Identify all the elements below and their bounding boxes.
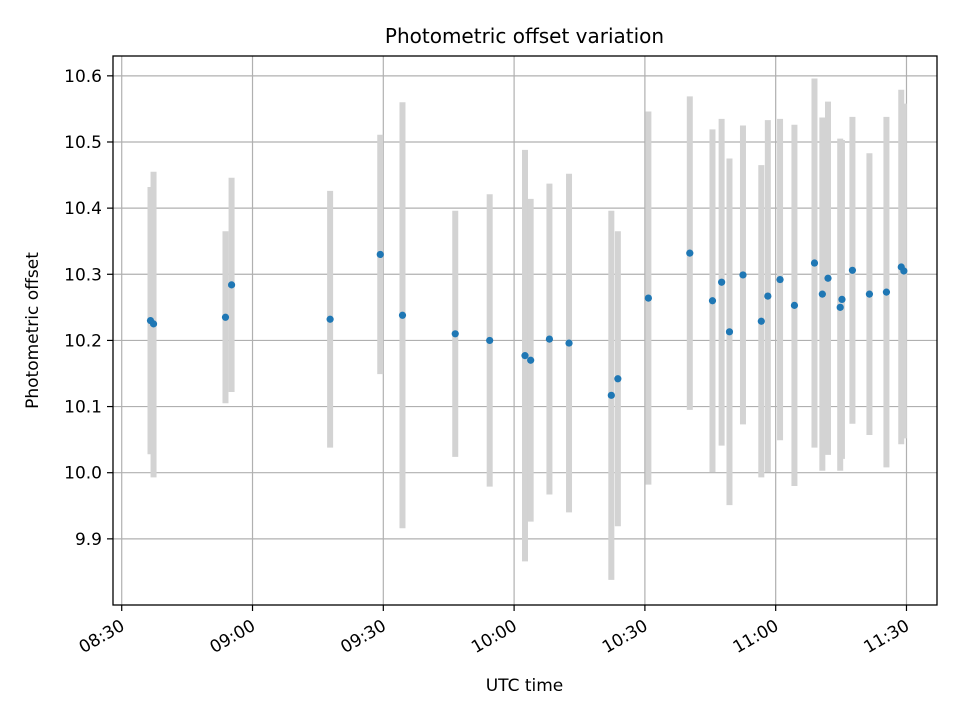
y-tick-label: 10.2: [64, 331, 102, 351]
data-point: [824, 274, 832, 282]
y-axis-label: Photometric offset: [23, 252, 43, 409]
y-tick-label: 10.0: [64, 464, 102, 484]
data-point: [376, 250, 384, 259]
y-tick-label: 10.1: [64, 398, 102, 418]
data-point: [149, 320, 158, 328]
x-tick-label: 09:30: [337, 616, 389, 658]
data-point: [686, 249, 694, 257]
data-point: [764, 292, 772, 300]
data-point: [776, 275, 784, 284]
data-point: [486, 336, 494, 345]
data-point: [838, 295, 846, 304]
data-point: [398, 311, 407, 319]
x-tick-label: 11:30: [861, 616, 913, 658]
x-tick-label: 10:30: [599, 616, 651, 658]
data-point: [900, 267, 908, 275]
data-point: [227, 281, 236, 289]
data-point: [848, 266, 857, 274]
data-point: [221, 313, 230, 321]
data-point: [607, 391, 615, 399]
data-point: [757, 317, 765, 325]
x-tick-label: 08:30: [76, 616, 128, 658]
plot-frame: [112, 55, 938, 606]
x-tick-label: 11:00: [730, 616, 782, 658]
y-tick-label: 10.4: [64, 199, 102, 219]
data-point: [818, 290, 826, 298]
data-point: [725, 328, 734, 336]
x-axis: 08:30 09:00 09:30 10:00 10:30 11:00 11:30: [76, 605, 913, 658]
x-tick-label: 09:00: [207, 616, 259, 658]
data-point: [865, 290, 874, 298]
error-bars: [147, 78, 907, 580]
data-point: [451, 330, 459, 338]
data-point: [810, 259, 819, 267]
y-tick-label: 9.9: [75, 530, 102, 550]
data-point: [836, 303, 844, 311]
chart-title: Photometric offset variation: [385, 24, 664, 48]
y-tick-label: 10.3: [64, 265, 102, 285]
data-point: [326, 315, 334, 323]
data-points: [146, 249, 908, 399]
x-axis-label: UTC time: [486, 676, 564, 696]
data-point: [644, 294, 652, 302]
data-point: [718, 278, 726, 286]
y-axis: 9.9 10.0 10.1 10.2 10.3 10.4 10.5 10.6: [64, 67, 113, 550]
data-point: [739, 271, 747, 279]
y-tick-label: 10.5: [64, 133, 102, 153]
y-tick-label: 10.6: [64, 67, 102, 87]
data-point: [521, 352, 529, 360]
data-point: [708, 297, 717, 305]
data-point: [790, 301, 799, 309]
data-point: [882, 288, 891, 296]
x-tick-label: 10:00: [468, 616, 520, 658]
data-point: [565, 339, 573, 347]
data-point: [527, 356, 535, 364]
data-point: [545, 335, 554, 343]
data-point: [614, 375, 622, 383]
